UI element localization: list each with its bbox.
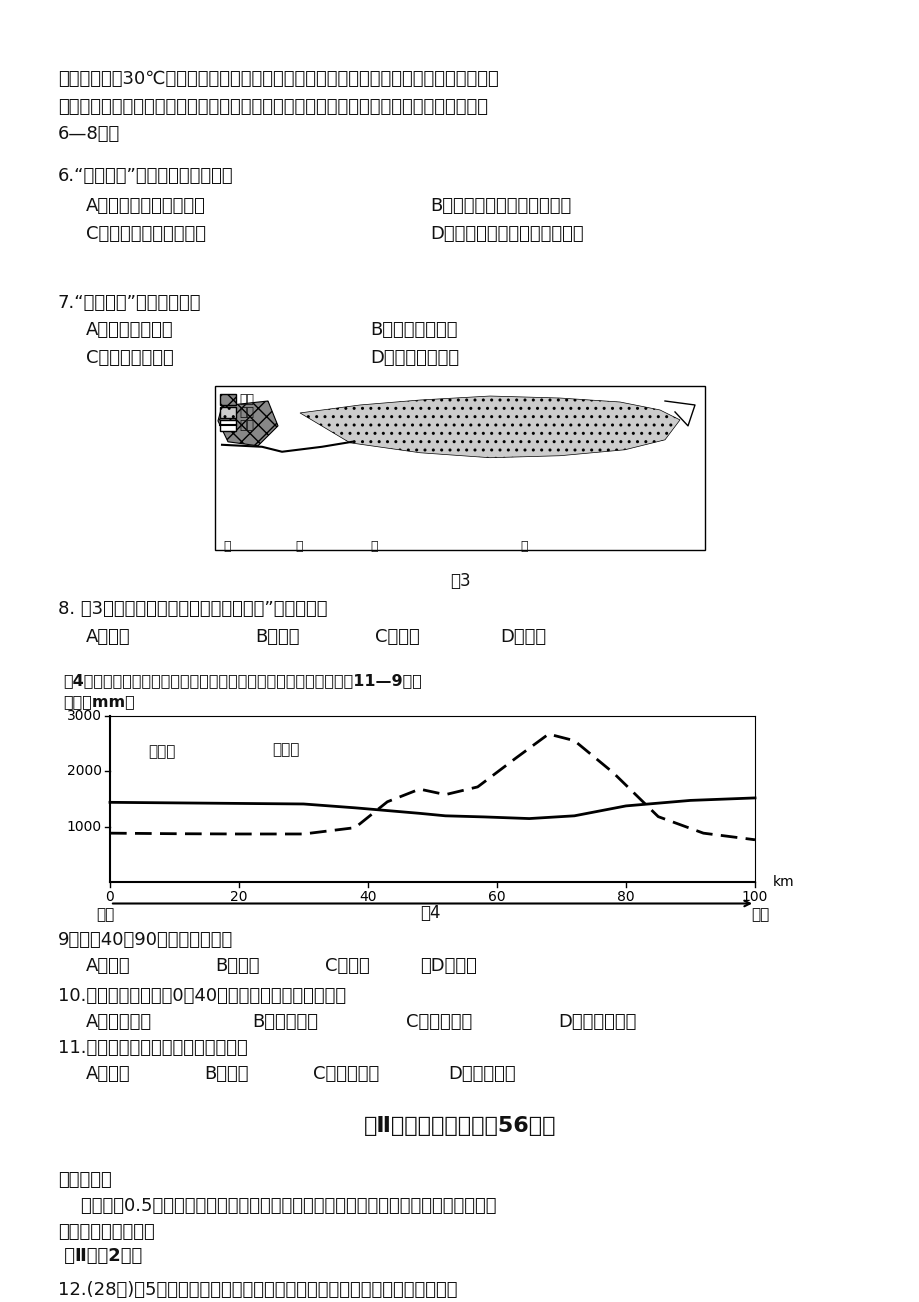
Text: B．绻洲与沙漠热力性质差异: B．绻洲与沙漠热力性质差异 — [429, 197, 571, 215]
Text: 图3: 图3 — [449, 572, 470, 590]
Text: 1000: 1000 — [67, 819, 102, 833]
Text: 单位（mm）: 单位（mm） — [62, 694, 134, 710]
Text: 40: 40 — [358, 889, 377, 904]
Text: A．干旱: A．干旱 — [85, 1065, 130, 1083]
Text: 9．推断40～90千米处地形应为: 9．推断40～90千米处地形应为 — [58, 931, 233, 949]
Text: 10.据图示信息推测，0～40千米处的自然景观最也许是: 10.据图示信息推测，0～40千米处的自然景观最也许是 — [58, 987, 346, 1005]
Text: B．洪涝: B．洪涝 — [204, 1065, 248, 1083]
Text: D．低温冻害: D．低温冻害 — [448, 1065, 515, 1083]
Text: 第Ⅱ卷共2题。: 第Ⅱ卷共2题。 — [58, 1247, 142, 1264]
Text: 绻洲: 绻洲 — [239, 393, 254, 406]
Text: 昆: 昆 — [222, 540, 231, 553]
Text: C．水汽蔢发加紧: C．水汽蔢发加紧 — [85, 349, 174, 367]
Text: 100: 100 — [741, 889, 767, 904]
Text: C．水土流失: C．水土流失 — [312, 1065, 379, 1083]
Bar — [220, 408, 236, 418]
Text: A．受控大气环流的差异: A．受控大气环流的差异 — [85, 197, 206, 215]
Text: D．丁地: D．丁地 — [499, 628, 546, 646]
Text: km: km — [772, 875, 794, 888]
Text: D．落叶阔叶林: D．落叶阔叶林 — [558, 1013, 636, 1031]
Text: C．盆地: C．盆地 — [324, 957, 369, 975]
Text: B．热量互换变缓: B．热量互换变缓 — [369, 322, 457, 340]
Text: 温差最高可达30℃左右，这是由于周围戈壁沙漠的高温气流在大气的平流作用下，被带到: 温差最高可达30℃左右，这是由于周围戈壁沙漠的高温气流在大气的平流作用下，被带到 — [58, 69, 498, 87]
Text: 降水量: 降水量 — [272, 742, 299, 758]
Text: A．甲地: A．甲地 — [85, 628, 130, 646]
Text: 2000: 2000 — [67, 764, 102, 779]
Text: 林: 林 — [519, 540, 527, 553]
Text: D．地面风速增强: D．地面风速增强 — [369, 349, 459, 367]
Text: A．年降水量增多: A．年降水量增多 — [85, 322, 174, 340]
Polygon shape — [218, 401, 278, 445]
Text: 3000: 3000 — [67, 710, 102, 724]
Text: 6—8题。: 6—8题。 — [58, 125, 120, 143]
Text: 11.区域农业生产重要要处理的问题是: 11.区域农业生产重要要处理的问题是 — [58, 1039, 247, 1057]
Text: 0: 0 — [106, 889, 114, 904]
Text: 第Ⅱ卷（非选择题，全56分）: 第Ⅱ卷（非选择题，全56分） — [363, 1116, 556, 1137]
Text: 仑: 仑 — [295, 540, 302, 553]
Text: B．峡谷: B．峡谷 — [215, 957, 259, 975]
Text: C．阳光照射强弱的差异: C．阳光照射强弱的差异 — [85, 225, 206, 243]
Text: ．D．丘陵: ．D．丘陵 — [420, 957, 476, 975]
Text: 图4: 图4 — [419, 904, 440, 922]
Bar — [220, 421, 236, 431]
Text: 注意事项：: 注意事项： — [58, 1172, 111, 1189]
Text: 12.(28分)图5示意欧洲西部温带海洋性气候的分布及卤尔根和巴黎气候资料。: 12.(28分)图5示意欧洲西部温带海洋性气候的分布及卤尔根和巴黎气候资料。 — [58, 1281, 457, 1298]
Text: 必须使用0.5毫米黑色墨迹签字笔在答题卡上题目所指示的答题区域内作答。答在试题: 必须使用0.5毫米黑色墨迹签字笔在答题卡上题目所指示的答题区域内作答。答在试题 — [58, 1197, 496, 1215]
Bar — [215, 387, 704, 551]
Text: A．热带雨林: A．热带雨林 — [85, 1013, 152, 1031]
Text: C．丙地: C．丙地 — [375, 628, 419, 646]
Text: 图4为索道附近某地区年降水量与蔣发量随地形变化状况，据此完戕11—9题。: 图4为索道附近某地区年降水量与蔣发量随地形变化状况，据此完戕11—9题。 — [62, 673, 422, 687]
Text: 6.“冷岛效应”形成的主线原因是，: 6.“冷岛效应”形成的主线原因是， — [58, 167, 233, 185]
Text: 东南: 东南 — [750, 907, 768, 923]
Text: B．热带草原: B．热带草原 — [252, 1013, 318, 1031]
Text: 沙漠: 沙漠 — [239, 406, 254, 419]
Text: B．乙地: B．乙地 — [255, 628, 300, 646]
Polygon shape — [300, 396, 679, 458]
Text: 绻洲、湖泊上空，形成了一种上热下冷的大气构造，形成一种温润凉爽的小气候，据此完毕: 绻洲、湖泊上空，形成了一种上热下冷的大气构造，形成一种温润凉爽的小气候，据此完毕 — [58, 98, 487, 116]
Text: 8. 图3中甲、乙、丙、丁四地，冷岛效应”最明显的是: 8. 图3中甲、乙、丙、丁四地，冷岛效应”最明显的是 — [58, 600, 327, 618]
Text: A．山脉: A．山脉 — [85, 957, 130, 975]
Text: 60: 60 — [488, 889, 505, 904]
Text: 80: 80 — [617, 889, 634, 904]
Text: 20: 20 — [230, 889, 247, 904]
Text: 山: 山 — [369, 540, 377, 553]
Text: D．绻洲与沙漠距海远近不一样: D．绻洲与沙漠距海远近不一样 — [429, 225, 583, 243]
Bar — [220, 395, 236, 405]
Text: 卷、草稿纸上无效。: 卷、草稿纸上无效。 — [58, 1223, 154, 1241]
Text: 西北: 西北 — [96, 907, 114, 923]
Text: 河流: 河流 — [239, 419, 254, 432]
Text: 7.“冷岛效应”会使绻洲地区: 7.“冷岛效应”会使绻洲地区 — [58, 293, 201, 311]
Text: 蔣发量: 蔣发量 — [148, 745, 176, 759]
Text: C．热带荒漠: C．热带荒漠 — [405, 1013, 471, 1031]
